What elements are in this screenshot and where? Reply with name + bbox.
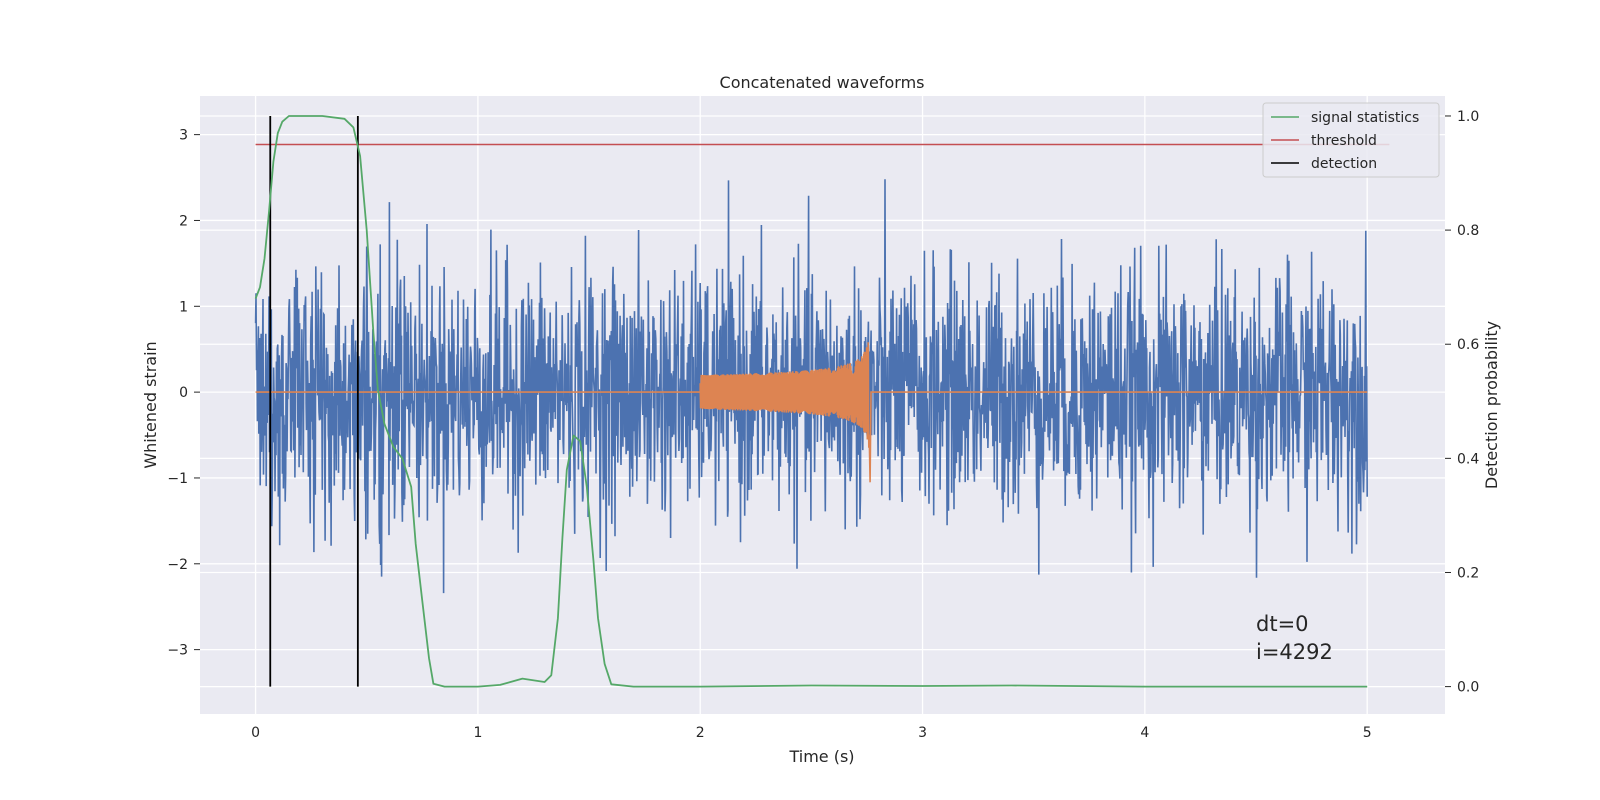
x-tick-label: 1 [473,725,482,741]
legend: signal statistics threshold detection [1262,102,1440,178]
x-tick-label: 4 [1140,725,1149,741]
y-tick-label-right: 0.8 [1457,223,1479,239]
y-ticks-right: 0.0 0.2 0.4 0.6 0.8 1.0 [1445,109,1479,696]
y-axis-label-left: Whitened strain [141,341,160,468]
x-tick-label: 0 [251,725,260,741]
y-tick-label-left: −3 [167,643,188,659]
x-tick-label: 2 [696,725,705,741]
x-tick-label: 3 [918,725,927,741]
legend-box [1262,102,1440,178]
annotation-dt: dt=0 [1256,612,1309,636]
series-layer [254,115,1390,688]
y-tick-label-left: −2 [167,557,188,573]
x-ticks: 0 1 2 3 4 5 [251,725,1372,741]
noise-series-line [254,179,1368,594]
waveform-series-line [255,342,1368,483]
annotation-index: i=4292 [1256,640,1333,664]
y-tick-label-right: 0.0 [1457,680,1479,696]
y-tick-label-right: 1.0 [1457,109,1479,125]
y-tick-label-left: 0 [179,385,188,401]
legend-label-detection: detection [1311,156,1377,172]
y-tick-label-left: 3 [179,128,188,144]
legend-label-signal-statistics: signal statistics [1311,110,1419,126]
x-tick-label: 5 [1363,725,1372,741]
x-axis-label: Time (s) [788,747,854,766]
y-tick-label-left: −1 [167,471,188,487]
y-tick-label-right: 0.2 [1457,565,1479,581]
y-ticks-left: −3 −2 −1 0 1 2 3 [167,128,200,659]
y-tick-label-left: 1 [179,299,188,315]
y-tick-label-right: 0.6 [1457,337,1479,353]
legend-label-threshold: threshold [1311,133,1377,149]
signal-statistics-line [254,115,1368,688]
y-tick-label-left: 2 [179,213,188,229]
y-tick-label-right: 0.4 [1457,451,1479,467]
y-axis-label-right: Detection probability [1482,321,1501,489]
chart-title: Concatenated waveforms [720,73,925,92]
